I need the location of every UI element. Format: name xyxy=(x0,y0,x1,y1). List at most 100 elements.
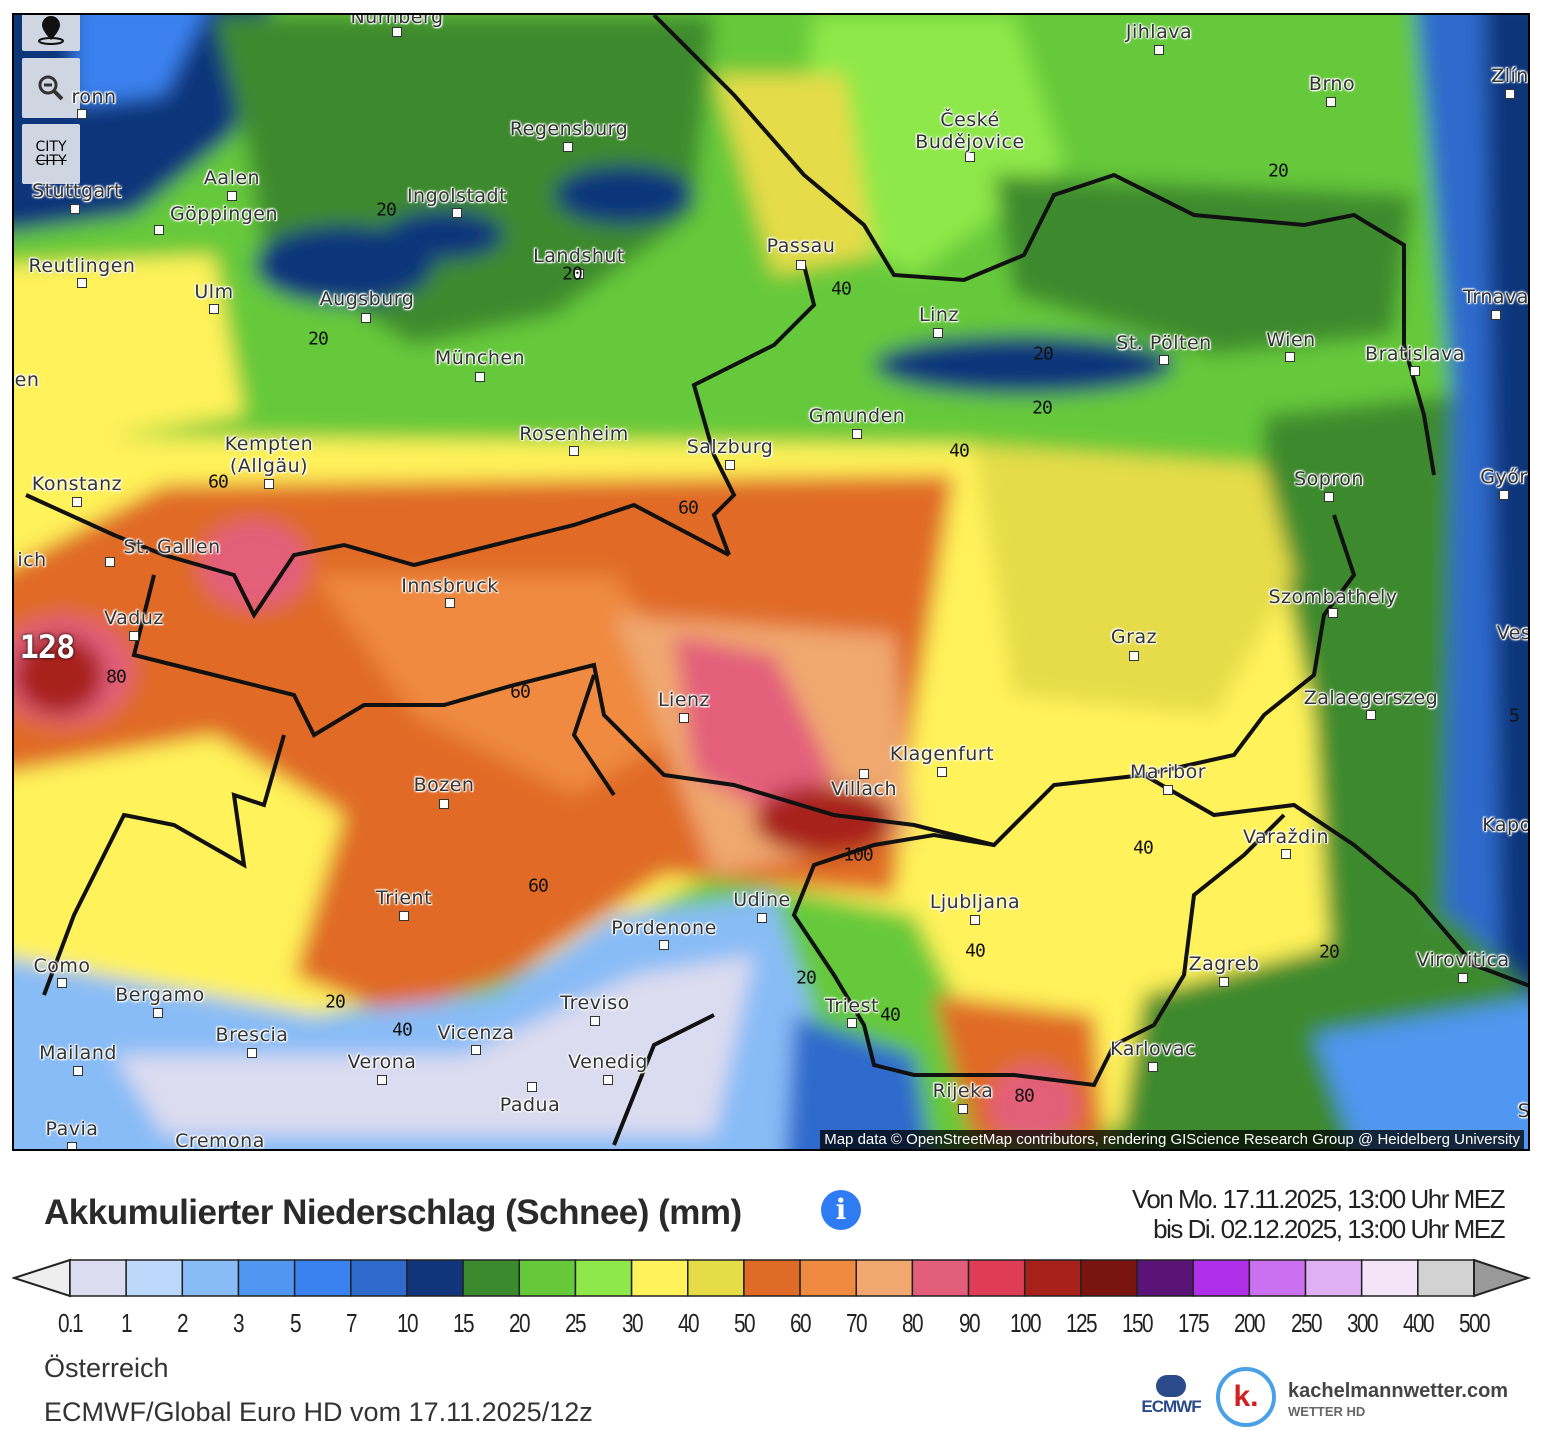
legend-swatch xyxy=(799,1259,857,1297)
legend-swatch xyxy=(518,1259,577,1297)
city-label: Kempten (Allgäu) xyxy=(224,433,314,477)
contour-label: 40 xyxy=(949,440,970,462)
city-marker xyxy=(105,557,115,567)
brand-name: kachelmannwetter.com xyxy=(1288,1380,1509,1402)
legend-tick-label: 3 xyxy=(233,1308,245,1338)
city-marker xyxy=(452,208,462,218)
city-marker xyxy=(1281,849,1291,859)
contour-label: 20 xyxy=(376,199,397,221)
city-marker xyxy=(471,1045,481,1055)
city-label: Pordenone xyxy=(611,917,717,939)
city-label: Bergamo xyxy=(115,984,205,1006)
precipitation-map[interactable]: CITY CITY Nürnberg ronn Stuttgart Aalen Göpp… xyxy=(12,13,1530,1151)
city-label: Lienz xyxy=(657,689,711,711)
city-marker xyxy=(129,631,139,641)
legend-tick-label: 80 xyxy=(902,1308,924,1338)
legend-swatch xyxy=(462,1259,521,1297)
contour-label: 40 xyxy=(392,1019,413,1041)
city-label: Ljubljana xyxy=(929,891,1021,913)
city-marker xyxy=(377,1075,387,1085)
contour-label: 20 xyxy=(1032,397,1053,419)
kachelmann-logo: k. xyxy=(1216,1367,1276,1427)
city-label: Klagenfurt xyxy=(889,743,995,765)
city-labels-toggle[interactable]: CITY CITY xyxy=(22,124,80,184)
city-label: Zagreb xyxy=(1188,953,1260,975)
city-toggle-struck-label: CITY xyxy=(35,153,67,169)
city-marker xyxy=(439,799,449,809)
city-marker xyxy=(1219,977,1229,987)
city-marker xyxy=(958,1104,968,1114)
legend-tick-label: 150 xyxy=(1122,1308,1154,1338)
info-icon[interactable]: i xyxy=(821,1190,861,1230)
city-marker xyxy=(725,460,735,470)
city-label: ich xyxy=(17,549,47,571)
legend-title: Akkumulierter Niederschlag (Schnee) (mm) xyxy=(44,1193,742,1232)
legend-swatch xyxy=(967,1259,1026,1297)
city-marker xyxy=(392,27,402,37)
contour-label: 20 xyxy=(325,991,346,1013)
city-label: Bratislava xyxy=(1365,343,1465,365)
city-label: Gmunden xyxy=(808,405,906,427)
ecmwf-logo: ECMWF xyxy=(1133,1375,1209,1417)
city-label: Brno xyxy=(1308,73,1356,95)
date-from: Von Mo. 17.11.2025, 13:00 Uhr MEZ xyxy=(1131,1184,1506,1214)
contour-label: 20 xyxy=(796,967,817,989)
city-label: Treviso xyxy=(560,992,630,1014)
city-label: Linz xyxy=(919,304,959,326)
city-label: Ingolstadt xyxy=(406,185,508,207)
city-label: Reutlingen xyxy=(28,255,136,277)
city-marker xyxy=(1410,366,1420,376)
city-label: ronn xyxy=(71,86,117,108)
legend-swatch xyxy=(69,1259,127,1297)
city-label: Cremona xyxy=(175,1130,265,1151)
contour-label: 60 xyxy=(528,875,549,897)
city-label: Ves xyxy=(1496,622,1530,644)
date-to: bis Di. 02.12.2025, 13:00 Uhr MEZ xyxy=(1153,1214,1505,1244)
contour-label: 40 xyxy=(831,278,852,300)
city-marker xyxy=(970,915,980,925)
city-marker xyxy=(154,225,164,235)
city-label: Sopron xyxy=(1294,468,1364,490)
city-marker xyxy=(852,429,862,439)
city-marker xyxy=(1326,97,1336,107)
zoom-out-button[interactable] xyxy=(22,58,80,118)
city-marker xyxy=(937,767,947,777)
city-marker xyxy=(847,1018,857,1028)
city-label: Trient xyxy=(375,887,433,909)
city-label: S xyxy=(1517,1100,1530,1122)
legend-tick-label: 20 xyxy=(509,1308,531,1338)
city-marker xyxy=(247,1048,257,1058)
legend-swatch xyxy=(574,1259,633,1297)
city-marker xyxy=(77,109,87,119)
color-scale xyxy=(12,1258,1532,1298)
city-label: Szombathely xyxy=(1268,586,1398,608)
city-label: Landshut xyxy=(533,245,625,267)
legend-tick-label: 50 xyxy=(733,1308,756,1338)
locate-button[interactable] xyxy=(22,15,80,51)
city-label: Villach xyxy=(830,778,898,800)
map-pin-icon xyxy=(38,16,64,45)
legend-swatch xyxy=(1136,1259,1194,1297)
city-label: Brescia xyxy=(215,1024,289,1046)
city-label: Aalen xyxy=(203,167,261,189)
city-label: Bozen xyxy=(413,774,475,796)
city-label: en xyxy=(14,369,40,391)
city-marker xyxy=(563,142,573,152)
city-marker xyxy=(679,713,689,723)
legend-swatch xyxy=(687,1259,745,1297)
city-label: Regensburg xyxy=(509,118,629,140)
country-borders xyxy=(25,15,1528,1146)
legend-tick-label: 70 xyxy=(846,1308,868,1338)
city-label: St. Gallen xyxy=(123,536,221,558)
city-label: Augsburg xyxy=(319,288,415,310)
city-label: Mailand xyxy=(39,1042,117,1064)
legend-swatch xyxy=(181,1259,240,1297)
model-run-label: ECMWF/Global Euro HD vom 17.11.2025/12z xyxy=(44,1397,593,1427)
contour-label: 20 xyxy=(562,263,583,285)
city-marker xyxy=(361,313,371,323)
precipitation-field xyxy=(14,15,1528,1149)
city-label: Passau xyxy=(766,235,836,257)
legend-swatch xyxy=(406,1259,464,1297)
city-label: Vaduz xyxy=(104,607,164,629)
contour-label: 80 xyxy=(1014,1085,1035,1107)
